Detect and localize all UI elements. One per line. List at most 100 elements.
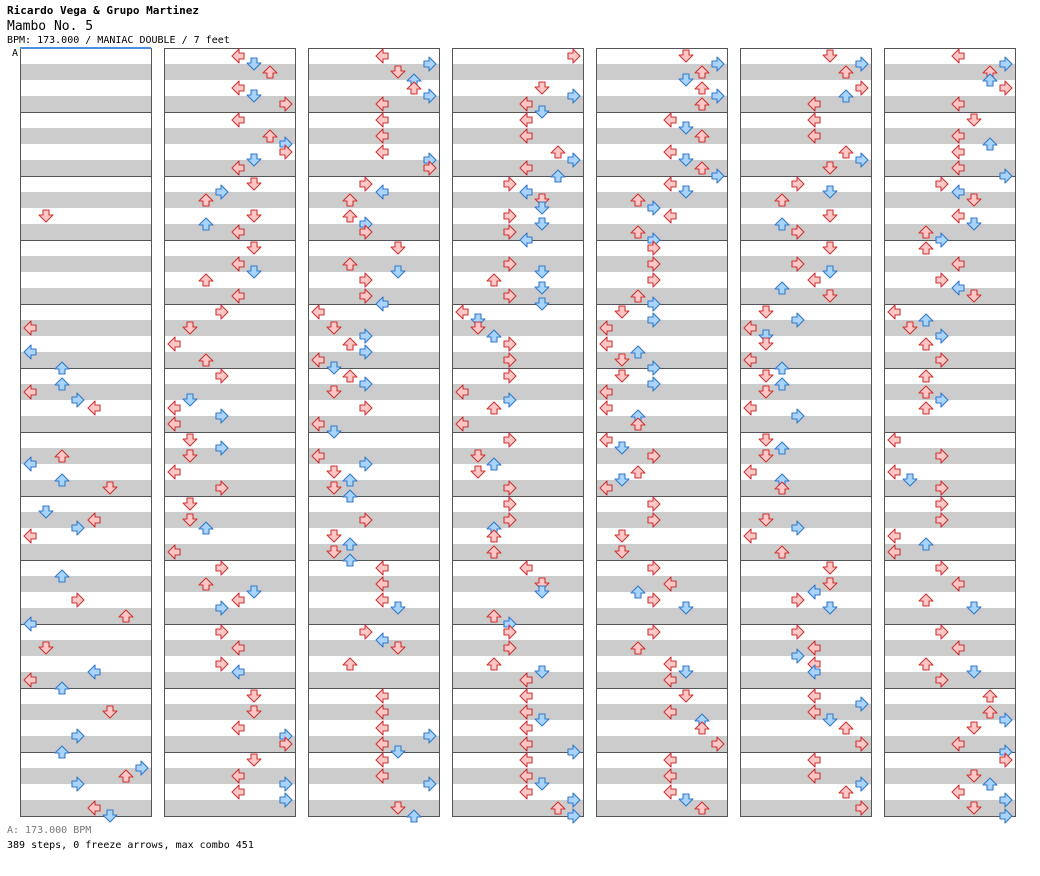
up-arrow-icon	[918, 593, 934, 607]
beat-stripe	[740, 704, 872, 720]
beat-stripe	[740, 512, 872, 528]
beat-stripe	[164, 160, 296, 176]
beat-stripe	[596, 224, 728, 240]
beat-stripe	[596, 704, 728, 720]
right-arrow-icon	[647, 624, 661, 640]
left-arrow-icon	[455, 304, 469, 320]
beat-stripe	[308, 160, 440, 176]
beat-stripe	[164, 64, 296, 80]
beat-stripe	[740, 416, 872, 432]
beat-stripe	[596, 544, 728, 560]
beat-stripe	[164, 512, 296, 528]
up-arrow-icon	[550, 145, 566, 159]
beat-stripe	[740, 192, 872, 208]
footer-stats: 389 steps, 0 freeze arrows, max combo 45…	[7, 840, 254, 851]
beat-stripe	[596, 96, 728, 112]
chart-background	[20, 48, 1016, 817]
beat-stripe	[308, 736, 440, 752]
beat-stripe	[740, 800, 872, 816]
right-arrow-icon	[647, 496, 661, 512]
left-arrow-icon	[311, 304, 325, 320]
beat-stripe	[308, 704, 440, 720]
up-arrow-icon	[342, 337, 358, 351]
beat-stripe	[20, 96, 152, 112]
beat-stripe	[452, 352, 584, 368]
song-artist: Ricardo Vega & Grupo Martinez	[7, 4, 200, 17]
right-arrow-icon	[647, 592, 661, 608]
beat-stripe	[596, 736, 728, 752]
left-arrow-icon	[663, 784, 677, 800]
down-arrow-icon	[678, 689, 694, 703]
beat-stripe	[164, 576, 296, 592]
beat-stripe	[452, 128, 584, 144]
beat-stripe	[740, 576, 872, 592]
left-arrow-icon	[23, 528, 37, 544]
down-arrow-icon	[246, 689, 262, 703]
beat-stripe	[596, 384, 728, 400]
beat-stripe	[20, 224, 152, 240]
left-arrow-icon	[375, 720, 389, 736]
up-arrow-icon	[918, 241, 934, 255]
right-arrow-icon	[503, 432, 517, 448]
left-arrow-icon	[951, 784, 965, 800]
song-title: Mambo No. 5	[7, 19, 94, 34]
beat-stripe	[596, 64, 728, 80]
beat-stripe	[884, 384, 1016, 400]
chart-meta: BPM: 173.000 / MANIAC DOUBLE / 7 feet	[7, 35, 230, 46]
beat-stripe	[884, 640, 1016, 656]
left-arrow-icon	[519, 752, 533, 768]
right-arrow-icon	[503, 496, 517, 512]
beat-stripe	[164, 256, 296, 272]
left-arrow-icon	[519, 112, 533, 128]
left-arrow-icon	[375, 752, 389, 768]
up-arrow-icon	[918, 337, 934, 351]
left-arrow-icon	[231, 720, 245, 736]
beat-stripe	[452, 192, 584, 208]
beat-stripe	[164, 704, 296, 720]
beat-stripe	[20, 64, 152, 80]
beat-stripe	[20, 704, 152, 720]
beat-stripe	[164, 320, 296, 336]
left-arrow-icon	[375, 48, 389, 64]
beat-stripe	[452, 512, 584, 528]
right-arrow-icon	[935, 272, 949, 288]
down-arrow-icon	[614, 305, 630, 319]
beat-stripe	[452, 160, 584, 176]
beat-stripe	[164, 448, 296, 464]
beat-stripe	[20, 800, 152, 816]
measure-frame	[740, 752, 872, 817]
left-arrow-icon	[375, 688, 389, 704]
beat-stripe	[740, 64, 872, 80]
beat-stripe	[164, 640, 296, 656]
beat-stripe	[20, 320, 152, 336]
right-arrow-icon	[935, 560, 949, 576]
beat-stripe	[308, 672, 440, 688]
beat-stripe	[308, 192, 440, 208]
right-arrow-icon	[935, 624, 949, 640]
beat-stripe	[740, 160, 872, 176]
beat-stripe	[164, 128, 296, 144]
up-arrow-icon	[342, 657, 358, 671]
left-arrow-icon	[951, 48, 965, 64]
down-arrow-icon	[822, 241, 838, 255]
beat-stripe	[596, 448, 728, 464]
beat-stripe	[308, 352, 440, 368]
footer-bpm: A: 173.000 BPM	[7, 825, 92, 836]
right-arrow-icon	[647, 560, 661, 576]
down-arrow-icon	[966, 721, 982, 735]
beat-stripe	[20, 192, 152, 208]
beat-stripe	[308, 800, 440, 816]
beat-stripe	[164, 288, 296, 304]
left-arrow-icon	[599, 336, 613, 352]
down-arrow-icon	[614, 529, 630, 543]
beat-stripe	[596, 256, 728, 272]
beat-stripe	[164, 672, 296, 688]
beat-stripe	[740, 480, 872, 496]
beat-stripe	[164, 384, 296, 400]
beat-stripe	[308, 416, 440, 432]
left-arrow-icon	[743, 528, 757, 544]
beat-stripe	[596, 128, 728, 144]
left-arrow-icon	[887, 528, 901, 544]
beat-stripe	[20, 480, 152, 496]
